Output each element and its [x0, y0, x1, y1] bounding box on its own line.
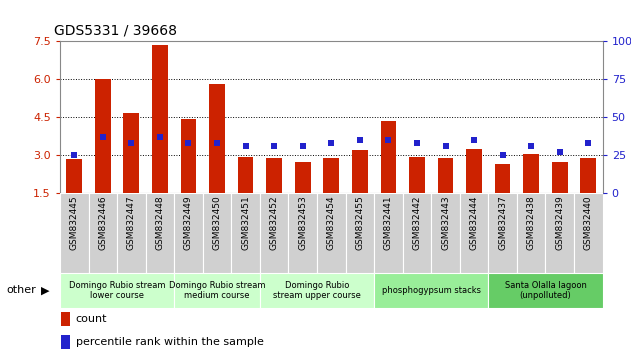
- Bar: [61, 335, 71, 349]
- Text: GSM832441: GSM832441: [384, 195, 393, 250]
- Point: [469, 137, 479, 142]
- Bar: [95, 79, 110, 193]
- Bar: [409, 158, 425, 193]
- Point: [355, 137, 365, 142]
- Text: GSM832443: GSM832443: [441, 195, 450, 250]
- Text: percentile rank within the sample: percentile rank within the sample: [76, 337, 264, 347]
- Point: [98, 134, 108, 139]
- Bar: [552, 162, 568, 193]
- Text: Santa Olalla lagoon
(unpolluted): Santa Olalla lagoon (unpolluted): [505, 281, 586, 300]
- Point: [412, 140, 422, 145]
- Point: [69, 152, 80, 158]
- Bar: [352, 150, 368, 193]
- Point: [212, 140, 222, 145]
- Bar: [438, 158, 453, 193]
- Bar: [523, 154, 539, 193]
- Bar: [209, 84, 225, 193]
- Bar: [495, 164, 510, 193]
- Bar: [288, 193, 317, 273]
- Bar: [380, 121, 396, 193]
- Text: GSM832444: GSM832444: [469, 195, 478, 250]
- Point: [155, 134, 165, 139]
- Point: [555, 149, 565, 155]
- Text: GSM832445: GSM832445: [70, 195, 79, 250]
- Bar: [88, 193, 117, 273]
- Point: [298, 143, 308, 149]
- Bar: [488, 273, 603, 308]
- Bar: [346, 193, 374, 273]
- Text: GSM832440: GSM832440: [584, 195, 593, 250]
- Bar: [266, 158, 282, 193]
- Bar: [174, 273, 260, 308]
- Bar: [180, 119, 196, 193]
- Point: [269, 143, 279, 149]
- Bar: [374, 273, 488, 308]
- Bar: [124, 113, 139, 193]
- Bar: [295, 162, 310, 193]
- Point: [126, 140, 136, 145]
- Bar: [238, 157, 254, 193]
- Bar: [117, 193, 146, 273]
- Bar: [232, 193, 260, 273]
- Bar: [517, 193, 545, 273]
- Text: GSM832455: GSM832455: [355, 195, 364, 250]
- Bar: [488, 193, 517, 273]
- Text: GSM832451: GSM832451: [241, 195, 250, 250]
- Text: GSM832448: GSM832448: [155, 195, 165, 250]
- Bar: [60, 193, 88, 273]
- Point: [498, 152, 508, 158]
- Bar: [260, 273, 374, 308]
- Text: other: other: [6, 285, 36, 295]
- Point: [240, 143, 251, 149]
- Bar: [324, 158, 339, 193]
- Bar: [460, 193, 488, 273]
- Text: GSM832453: GSM832453: [298, 195, 307, 250]
- Point: [526, 143, 536, 149]
- Text: GSM832439: GSM832439: [555, 195, 564, 250]
- Point: [583, 140, 593, 145]
- Bar: [374, 193, 403, 273]
- Bar: [152, 45, 168, 193]
- Text: GSM832449: GSM832449: [184, 195, 193, 250]
- Text: GSM832452: GSM832452: [269, 195, 279, 250]
- Bar: [581, 158, 596, 193]
- Text: GSM832450: GSM832450: [213, 195, 221, 250]
- Bar: [260, 193, 288, 273]
- Text: GSM832447: GSM832447: [127, 195, 136, 250]
- Bar: [317, 193, 346, 273]
- Text: GSM832438: GSM832438: [527, 195, 536, 250]
- Bar: [466, 149, 482, 193]
- Point: [184, 140, 194, 145]
- Bar: [431, 193, 460, 273]
- Bar: [146, 193, 174, 273]
- Point: [384, 137, 394, 142]
- Text: GSM832442: GSM832442: [413, 195, 422, 250]
- Text: GSM832437: GSM832437: [498, 195, 507, 250]
- Bar: [61, 312, 71, 326]
- Text: Domingo Rubio stream
medium course: Domingo Rubio stream medium course: [168, 281, 265, 300]
- Bar: [574, 193, 603, 273]
- Text: ▶: ▶: [41, 285, 49, 295]
- Text: Domingo Rubio stream
lower course: Domingo Rubio stream lower course: [69, 281, 165, 300]
- Bar: [403, 193, 431, 273]
- Point: [326, 140, 336, 145]
- Point: [440, 143, 451, 149]
- Text: GDS5331 / 39668: GDS5331 / 39668: [54, 23, 177, 37]
- Text: GSM832454: GSM832454: [327, 195, 336, 250]
- Text: Domingo Rubio
stream upper course: Domingo Rubio stream upper course: [273, 281, 361, 300]
- Text: GSM832446: GSM832446: [98, 195, 107, 250]
- Text: count: count: [76, 314, 107, 324]
- Bar: [60, 273, 174, 308]
- Bar: [174, 193, 203, 273]
- Bar: [203, 193, 232, 273]
- Bar: [66, 159, 82, 193]
- Bar: [545, 193, 574, 273]
- Text: phosphogypsum stacks: phosphogypsum stacks: [382, 286, 481, 295]
